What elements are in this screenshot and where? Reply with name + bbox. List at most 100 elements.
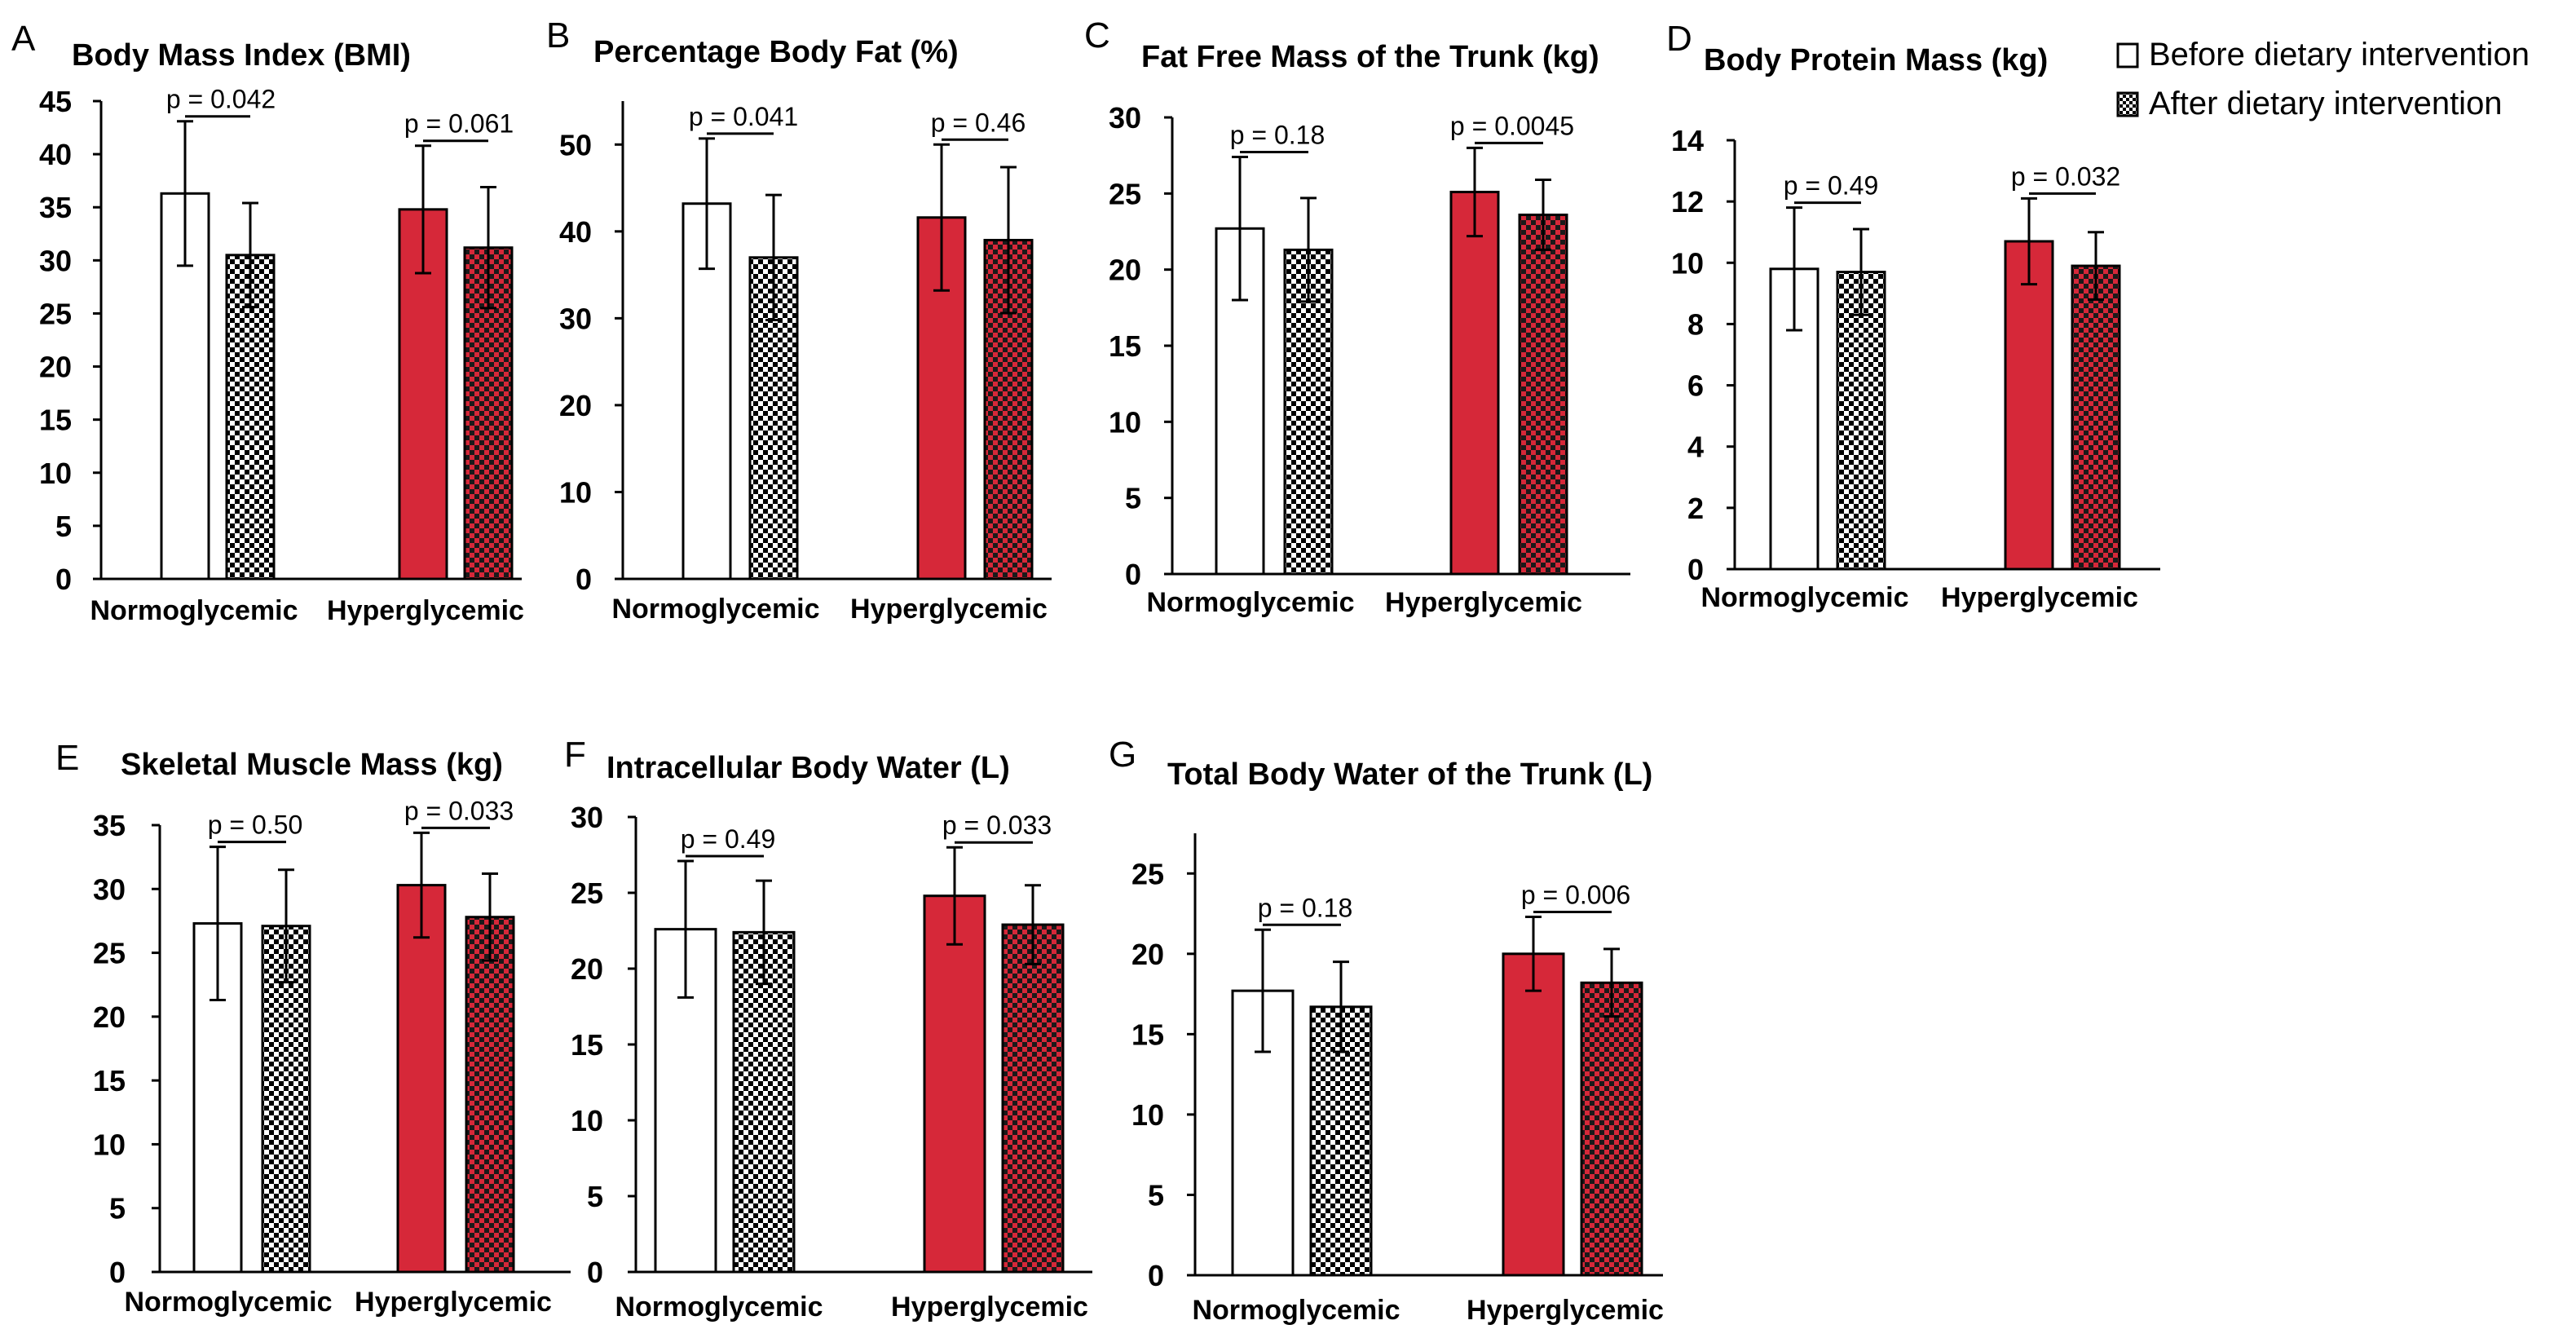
y-tick-label: 30 [39, 244, 72, 277]
y-tick-label: 40 [39, 138, 72, 171]
bar-before-hyperglycemic [1449, 190, 1500, 576]
y-tick-label: 30 [93, 872, 126, 906]
y-tick-label: 25 [39, 297, 72, 330]
y-tick-label: 20 [1109, 254, 1141, 287]
y-tick-label: 20 [571, 952, 603, 986]
chart-panel-g: G Total Body Water of the Trunk (L) 0 5 10 15… [1109, 735, 1664, 1326]
y-tick-label: 30 [571, 801, 603, 834]
y-tick-label: 0 [1148, 1259, 1164, 1292]
y-tick-label: 6 [1687, 369, 1704, 403]
y-tick-label: 15 [39, 404, 72, 437]
x-category-label: Hyperglycemic [327, 595, 524, 626]
x-category-label: Hyperglycemic [1941, 582, 2138, 613]
p-value-label: p = 0.49 [681, 824, 776, 854]
y-tick-label: 5 [1125, 482, 1141, 515]
y-tick-label: 12 [1671, 185, 1704, 219]
bar-after-hyperglycemic [1001, 923, 1065, 1274]
p-value-label: p = 0.061 [404, 109, 514, 139]
y-tick-label: 40 [559, 215, 592, 249]
x-category-label: Normoglycemic [611, 594, 819, 625]
y-tick-label: 4 [1687, 431, 1704, 464]
bar-before-hyperglycemic [2004, 240, 2054, 571]
x-category-label: Hyperglycemic [1467, 1295, 1664, 1326]
chart-title: Body Protein Mass (kg) [1704, 43, 2048, 77]
bar-after-hyperglycemic [465, 916, 515, 1274]
chart-panel-e: E Skeletal Muscle Mass (kg) 0 5 10 15 20 25 30 35… [55, 738, 571, 1318]
y-tick-label: 30 [1109, 101, 1141, 135]
panel-label: D [1666, 19, 1692, 59]
chart-title: Body Mass Index (BMI) [72, 38, 411, 73]
y-tick-label: 25 [1131, 857, 1164, 890]
bar-before-hyperglycemic [396, 884, 447, 1274]
y-tick-label: 30 [559, 302, 592, 335]
p-value-label: p = 0.041 [689, 102, 798, 131]
panel-label: F [564, 735, 586, 775]
y-tick-label: 15 [1109, 329, 1141, 363]
bar-after-hyperglycemic [1518, 213, 1568, 576]
y-tick-label: 10 [39, 457, 72, 490]
y-tick-label: 5 [587, 1180, 603, 1213]
p-value-label: p = 0.49 [1784, 171, 1879, 201]
p-value-label: p = 0.006 [1521, 880, 1630, 909]
y-tick-label: 0 [587, 1256, 603, 1289]
y-tick-label: 2 [1687, 492, 1704, 525]
p-value-label: p = 0.46 [931, 108, 1026, 137]
y-tick-label: 15 [1131, 1018, 1164, 1051]
legend-before-label: Before dietary intervention [2149, 37, 2530, 73]
chart-panel-f: F Intracellular Body Water (L) 0 5 10 15 20 25 3… [564, 735, 1092, 1323]
y-tick-label: 10 [1109, 405, 1141, 439]
y-tick-label: 10 [1671, 246, 1704, 280]
legend: Before dietary intervention After dietar… [2116, 37, 2530, 121]
panel-label: B [546, 15, 570, 55]
p-value-label: p = 0.18 [1230, 121, 1325, 150]
x-category-label: Normoglycemic [124, 1287, 332, 1318]
x-category-label: Hyperglycemic [1385, 587, 1582, 618]
y-tick-label: 10 [571, 1104, 603, 1137]
chart-panel-b: B Percentage Body Fat (%) 0 10 20 30 40 50 p = 0… [546, 15, 1052, 625]
y-tick-label: 10 [559, 475, 592, 509]
y-tick-label: 45 [39, 85, 72, 118]
y-tick-label: 25 [93, 937, 126, 970]
y-tick-label: 15 [571, 1028, 603, 1062]
bar-after-normoglycemic [261, 925, 311, 1274]
y-tick-label: 20 [559, 389, 592, 422]
legend-before-swatch [2116, 42, 2139, 68]
y-tick-label: 5 [109, 1192, 126, 1225]
legend-after-label: After dietary intervention [2149, 86, 2503, 121]
panel-label: G [1109, 735, 1136, 775]
x-category-label: Hyperglycemic [850, 594, 1048, 625]
y-tick-label: 0 [576, 563, 592, 596]
bar-after-hyperglycemic [1580, 981, 1643, 1277]
panel-label: A [11, 19, 36, 59]
x-category-label: Normoglycemic [1192, 1295, 1400, 1326]
x-category-label: Normoglycemic [1700, 582, 1908, 613]
x-category-label: Hyperglycemic [355, 1287, 552, 1318]
chart-title: Intracellular Body Water (L) [607, 751, 1010, 785]
bar-before-hyperglycemic [923, 894, 986, 1274]
chart-title: Skeletal Muscle Mass (kg) [121, 748, 503, 782]
bar-after-hyperglycemic [2071, 264, 2121, 571]
panel-label: C [1084, 15, 1110, 55]
legend-after-swatch [2116, 91, 2139, 117]
bar-before-hyperglycemic [1502, 952, 1565, 1277]
p-value-label: p = 0.0045 [1450, 111, 1574, 140]
y-tick-label: 10 [1131, 1098, 1164, 1132]
p-value-label: p = 0.033 [942, 810, 1052, 840]
chart-title: Fat Free Mass of the Trunk (kg) [1141, 40, 1599, 74]
y-tick-label: 35 [93, 809, 126, 842]
chart-title: Total Body Water of the Trunk (L) [1167, 757, 1652, 792]
chart-panel-a: A Body Mass Index (BMI) 0 5 10 15 20 25 30 35 40 45… [11, 19, 524, 626]
x-category-label: Normoglycemic [90, 595, 298, 626]
y-tick-label: 14 [1671, 124, 1704, 157]
y-tick-label: 10 [93, 1128, 126, 1161]
y-tick-label: 20 [39, 351, 72, 384]
y-tick-label: 0 [1125, 558, 1141, 591]
p-value-label: p = 0.042 [166, 85, 276, 114]
y-tick-label: 25 [1109, 177, 1141, 210]
y-tick-label: 0 [1687, 553, 1704, 586]
bar-after-normoglycemic [1836, 271, 1886, 571]
chart-panel-c: C Fat Free Mass of the Trunk (kg) 0 5 10 15 20… [1084, 15, 1630, 618]
y-tick-label: 50 [559, 128, 592, 161]
p-value-label: p = 0.18 [1258, 893, 1353, 922]
